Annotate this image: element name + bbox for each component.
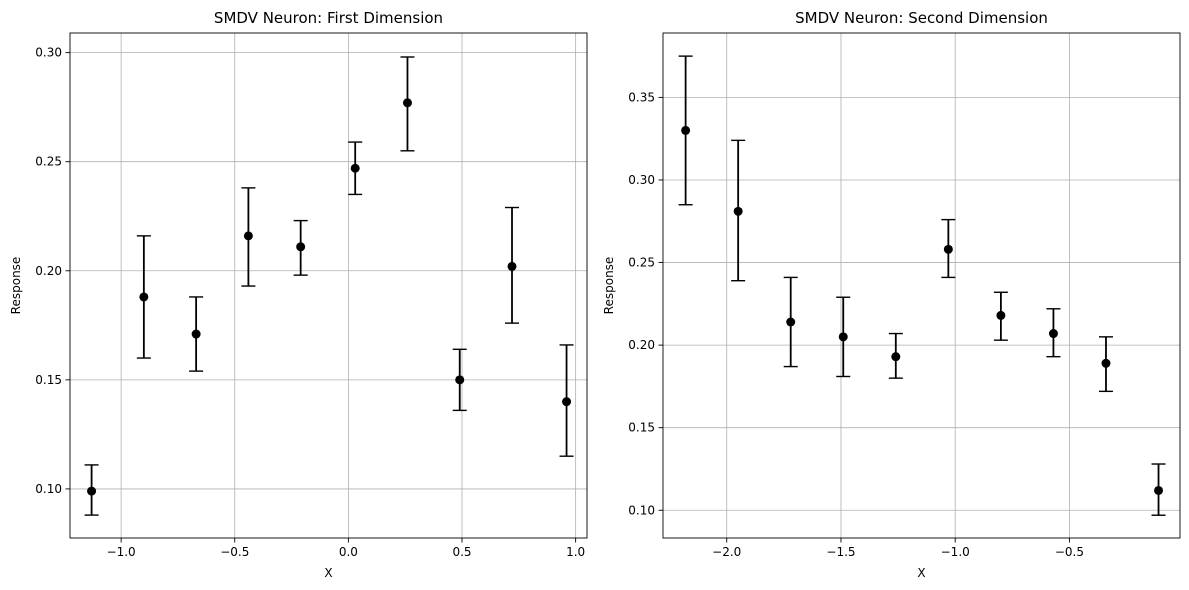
x-tick-label: 1.0 — [566, 545, 585, 559]
x-tick-label: −1.0 — [941, 545, 970, 559]
data-point — [1101, 359, 1110, 368]
x-tick-label: 0.0 — [339, 545, 358, 559]
data-point — [734, 207, 743, 216]
data-point — [681, 126, 690, 135]
y-tick-label: 0.30 — [628, 173, 655, 187]
data-point — [192, 330, 201, 339]
data-point — [786, 317, 795, 326]
y-axis-label: Response — [602, 257, 616, 315]
data-point — [351, 164, 360, 173]
chart-title: SMDV Neuron: First Dimension — [214, 9, 443, 27]
data-point — [403, 98, 412, 107]
data-point — [996, 311, 1005, 320]
data-point — [87, 487, 96, 496]
data-point — [139, 292, 148, 301]
y-tick-label: 0.25 — [628, 256, 655, 270]
x-tick-label: −0.5 — [1055, 545, 1084, 559]
x-axis-label: X — [324, 566, 332, 580]
chart-title: SMDV Neuron: Second Dimension — [795, 9, 1048, 27]
y-tick-label: 0.30 — [35, 46, 62, 60]
y-tick-label: 0.20 — [628, 338, 655, 352]
data-point — [296, 242, 305, 251]
y-tick-label: 0.35 — [628, 90, 655, 104]
data-point — [562, 397, 571, 406]
x-tick-label: −0.5 — [220, 545, 249, 559]
x-tick-label: −2.0 — [712, 545, 741, 559]
data-point — [455, 375, 464, 384]
x-tick-label: −1.5 — [826, 545, 855, 559]
y-tick-label: 0.10 — [628, 503, 655, 517]
data-point — [1049, 329, 1058, 338]
x-axis-label: X — [917, 566, 925, 580]
y-tick-label: 0.15 — [35, 373, 62, 387]
y-tick-label: 0.20 — [35, 264, 62, 278]
data-point — [944, 245, 953, 254]
y-tick-label: 0.15 — [628, 421, 655, 435]
y-tick-label: 0.10 — [35, 482, 62, 496]
data-point — [244, 231, 253, 240]
y-tick-label: 0.25 — [35, 155, 62, 169]
x-tick-label: 0.5 — [452, 545, 471, 559]
data-point — [508, 262, 517, 271]
data-point — [1154, 486, 1163, 495]
y-axis-label: Response — [9, 257, 23, 315]
data-point — [891, 352, 900, 361]
data-point — [839, 332, 848, 341]
x-tick-label: −1.0 — [107, 545, 136, 559]
